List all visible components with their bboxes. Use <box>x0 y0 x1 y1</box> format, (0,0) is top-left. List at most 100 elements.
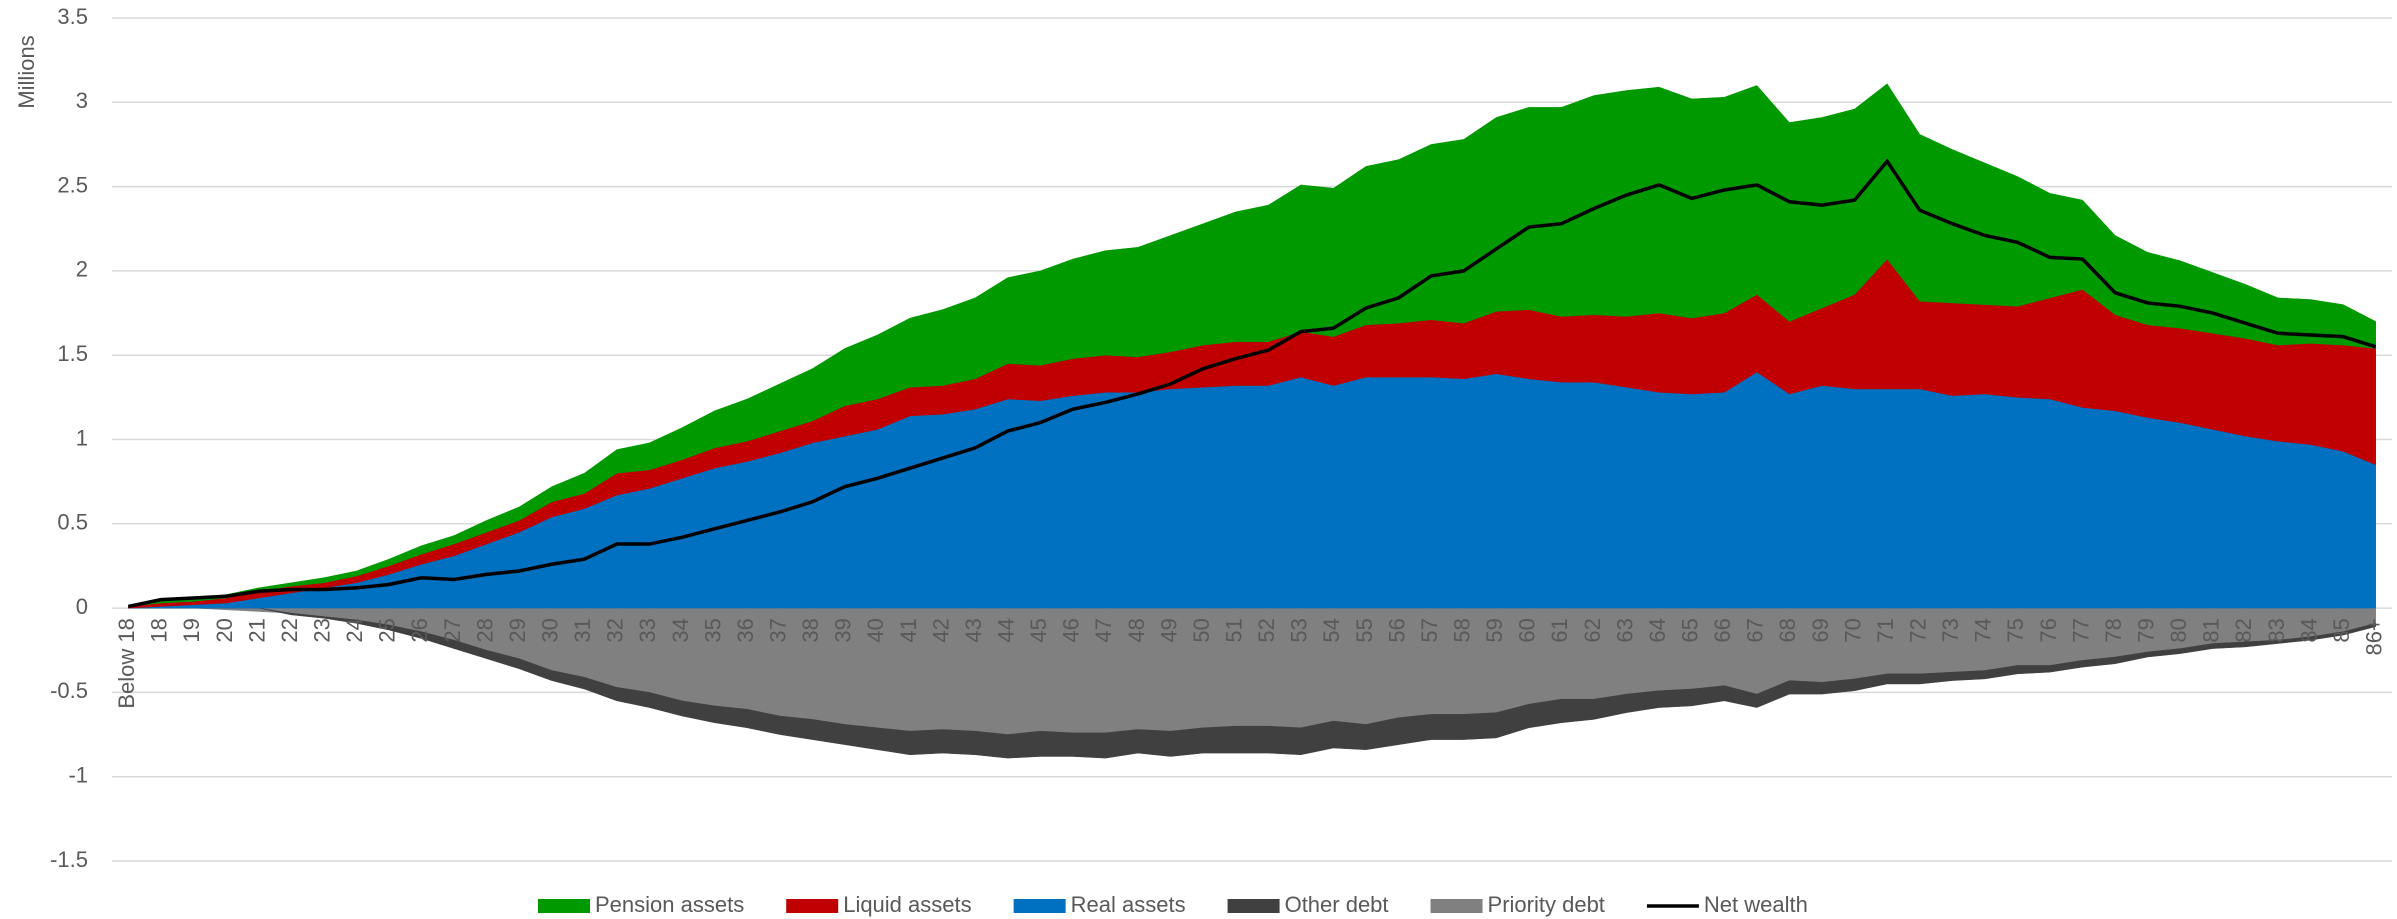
x-tick-label: 70 <box>1840 618 1865 642</box>
x-tick-label: 35 <box>700 618 725 642</box>
areas <box>128 83 2376 759</box>
y-tick-label: 3 <box>76 88 88 113</box>
x-tick-label: 31 <box>570 618 595 642</box>
x-tick-label: 76 <box>2036 618 2061 642</box>
y-tick-label: 0 <box>76 594 88 619</box>
y-axis-label: Millions <box>14 35 39 108</box>
x-tick-label: 53 <box>1287 618 1312 642</box>
x-tick-label: 32 <box>603 618 628 642</box>
legend-label: Pension assets <box>595 892 744 917</box>
x-tick-label: 47 <box>1091 618 1116 642</box>
x-tick-label: 68 <box>1775 618 1800 642</box>
x-tick-label: 20 <box>212 618 237 642</box>
x-tick-label: 77 <box>2068 618 2093 642</box>
legend-swatch <box>538 899 590 913</box>
area <box>128 371 2376 609</box>
x-tick-label: 18 <box>147 618 172 642</box>
x-tick-label: 39 <box>831 618 856 642</box>
legend-swatch <box>786 899 839 913</box>
legend-label: Priority debt <box>1488 892 1605 917</box>
x-tick-label: 65 <box>1678 618 1703 642</box>
x-tick-label: 66 <box>1710 618 1735 642</box>
x-tick-label: 25 <box>375 618 400 642</box>
x-tick-label: 29 <box>505 618 530 642</box>
x-tick-label: 43 <box>961 618 986 642</box>
x-tick-label: 52 <box>1254 618 1279 642</box>
x-tick-label: 19 <box>179 618 204 642</box>
x-tick-label: 30 <box>538 618 563 642</box>
x-tick-label: 79 <box>2134 618 2159 642</box>
x-tick-label: 37 <box>766 618 791 642</box>
x-tick-label: 80 <box>2166 618 2191 642</box>
x-tick-label: 41 <box>896 618 921 642</box>
legend-label: Net wealth <box>1704 892 1808 917</box>
y-tick-label: 2 <box>76 257 88 282</box>
x-tick-label: 28 <box>472 618 497 642</box>
x-tick-label: 72 <box>1906 618 1931 642</box>
x-tick-label: 56 <box>1384 618 1409 642</box>
x-tick-label: 61 <box>1547 618 1572 642</box>
x-tick-label: 24 <box>342 618 367 642</box>
x-tick-label: 54 <box>1319 618 1344 642</box>
x-tick-label: 57 <box>1417 618 1442 642</box>
x-tick-label: 58 <box>1450 618 1475 642</box>
x-tick-label: 44 <box>994 618 1019 642</box>
x-tick-label: 48 <box>1124 618 1149 642</box>
x-tick-label: 55 <box>1352 618 1377 642</box>
x-tick-label: 63 <box>1612 618 1637 642</box>
x-tick-label: 71 <box>1873 618 1898 642</box>
x-tick-label: 75 <box>2003 618 2028 642</box>
x-tick-label: Below 18 <box>114 618 139 709</box>
x-tick-label: 42 <box>928 618 953 642</box>
x-tick-label: 85 <box>2329 618 2354 642</box>
x-tick-label: 64 <box>1645 618 1670 642</box>
y-tick-label: 2.5 <box>57 172 88 197</box>
x-tick-label: 59 <box>1482 618 1507 642</box>
legend-swatch <box>1430 899 1483 913</box>
legend-label: Other debt <box>1285 892 1389 917</box>
x-tick-label: 46 <box>1059 618 1084 642</box>
y-tick-label: -0.5 <box>50 678 88 703</box>
area <box>128 83 2376 607</box>
x-tick-label: 23 <box>310 618 335 642</box>
area <box>128 607 2376 759</box>
x-tick-label: 82 <box>2231 618 2256 642</box>
x-tick-label: 78 <box>2101 618 2126 642</box>
y-tick-label: 1.5 <box>57 341 88 366</box>
y-tick-label: 1 <box>76 425 88 450</box>
x-tick-label: 34 <box>668 618 693 642</box>
x-tick-label: 38 <box>798 618 823 642</box>
y-tick-label: 0.5 <box>57 510 88 535</box>
x-tick-label: 40 <box>863 618 888 642</box>
x-tick-label: 45 <box>1026 618 1051 642</box>
x-tick-label: 84 <box>2296 618 2321 642</box>
x-tick-label: 81 <box>2199 618 2224 642</box>
x-tick-label: 60 <box>1515 618 1540 642</box>
lines <box>127 158 2377 609</box>
line <box>127 158 2377 609</box>
x-tick-label: 69 <box>1808 618 1833 642</box>
legend-swatch <box>1227 899 1280 913</box>
x-tick-label: 62 <box>1580 618 1605 642</box>
x-tick-label: 51 <box>1222 618 1247 642</box>
x-tick-label: 22 <box>277 618 302 642</box>
x-tick-label: 73 <box>1938 618 1963 642</box>
x-tick-label: 26 <box>407 618 432 642</box>
legend-swatch <box>1013 899 1066 913</box>
y-tick-label: 3.5 <box>57 4 88 29</box>
x-tick-label: 21 <box>244 618 269 642</box>
y-tick-label: -1.5 <box>50 847 88 872</box>
legend-label: Real assets <box>1071 892 1186 917</box>
x-tick-label: 50 <box>1189 618 1214 642</box>
x-tick-label: 67 <box>1743 618 1768 642</box>
x-tick-label: 33 <box>635 618 660 642</box>
x-tick-label: 36 <box>733 618 758 642</box>
legend-label: Liquid assets <box>843 892 971 917</box>
x-tick-label: 27 <box>440 618 465 642</box>
y-tick-label: -1 <box>68 763 88 788</box>
labels: -1.5 -1 -0.5 0 0.5 1 1.5 2 2.5 3 3.5 Below 18 18 19 20… <box>50 4 2386 872</box>
x-tick-label: 74 <box>1971 618 1996 642</box>
x-tick-label: 49 <box>1156 618 1181 642</box>
x-tick-label: 86+ <box>2362 618 2387 655</box>
